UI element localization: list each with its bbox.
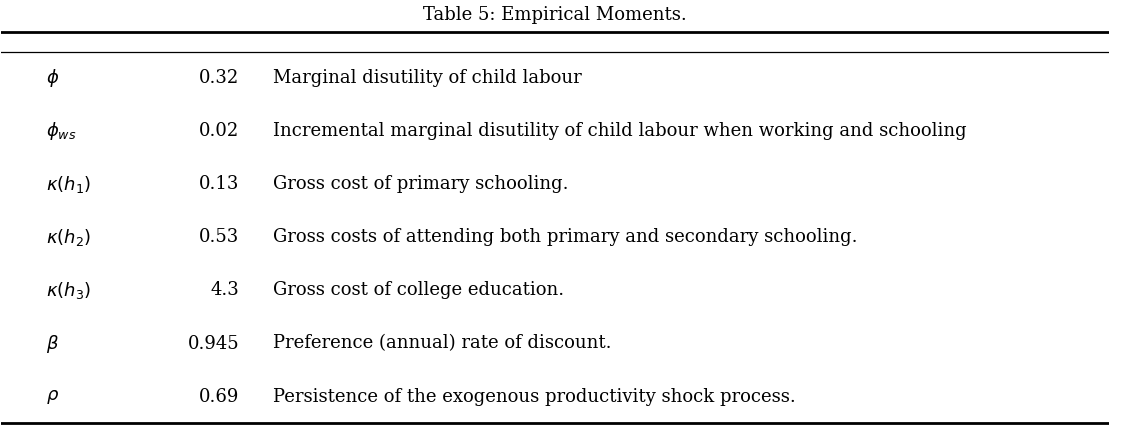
- Text: Incremental marginal disutility of child labour when working and schooling: Incremental marginal disutility of child…: [273, 122, 966, 141]
- Text: 0.13: 0.13: [199, 175, 239, 194]
- Text: Table 5: Empirical Moments.: Table 5: Empirical Moments.: [423, 6, 687, 24]
- Text: Gross cost of primary schooling.: Gross cost of primary schooling.: [273, 175, 568, 194]
- Text: $\kappa(h_1)$: $\kappa(h_1)$: [46, 174, 91, 195]
- Text: 4.3: 4.3: [211, 282, 239, 300]
- Text: $\phi$: $\phi$: [46, 68, 59, 89]
- Text: Preference (annual) rate of discount.: Preference (annual) rate of discount.: [273, 335, 611, 353]
- Text: 0.69: 0.69: [199, 388, 239, 405]
- Text: $\kappa(h_3)$: $\kappa(h_3)$: [46, 280, 91, 301]
- Text: Gross cost of college education.: Gross cost of college education.: [273, 282, 563, 300]
- Text: $\kappa(h_2)$: $\kappa(h_2)$: [46, 227, 91, 248]
- Text: 0.32: 0.32: [199, 69, 239, 88]
- Text: 0.02: 0.02: [199, 122, 239, 141]
- Text: $\beta$: $\beta$: [46, 332, 59, 354]
- Text: 0.53: 0.53: [199, 229, 239, 247]
- Text: Marginal disutility of child labour: Marginal disutility of child labour: [273, 69, 582, 88]
- Text: $\rho$: $\rho$: [46, 388, 59, 405]
- Text: $\phi_{ws}$: $\phi_{ws}$: [46, 120, 76, 142]
- Text: Persistence of the exogenous productivity shock process.: Persistence of the exogenous productivit…: [273, 388, 795, 405]
- Text: Gross costs of attending both primary and secondary schooling.: Gross costs of attending both primary an…: [273, 229, 857, 247]
- Text: 0.945: 0.945: [188, 335, 239, 353]
